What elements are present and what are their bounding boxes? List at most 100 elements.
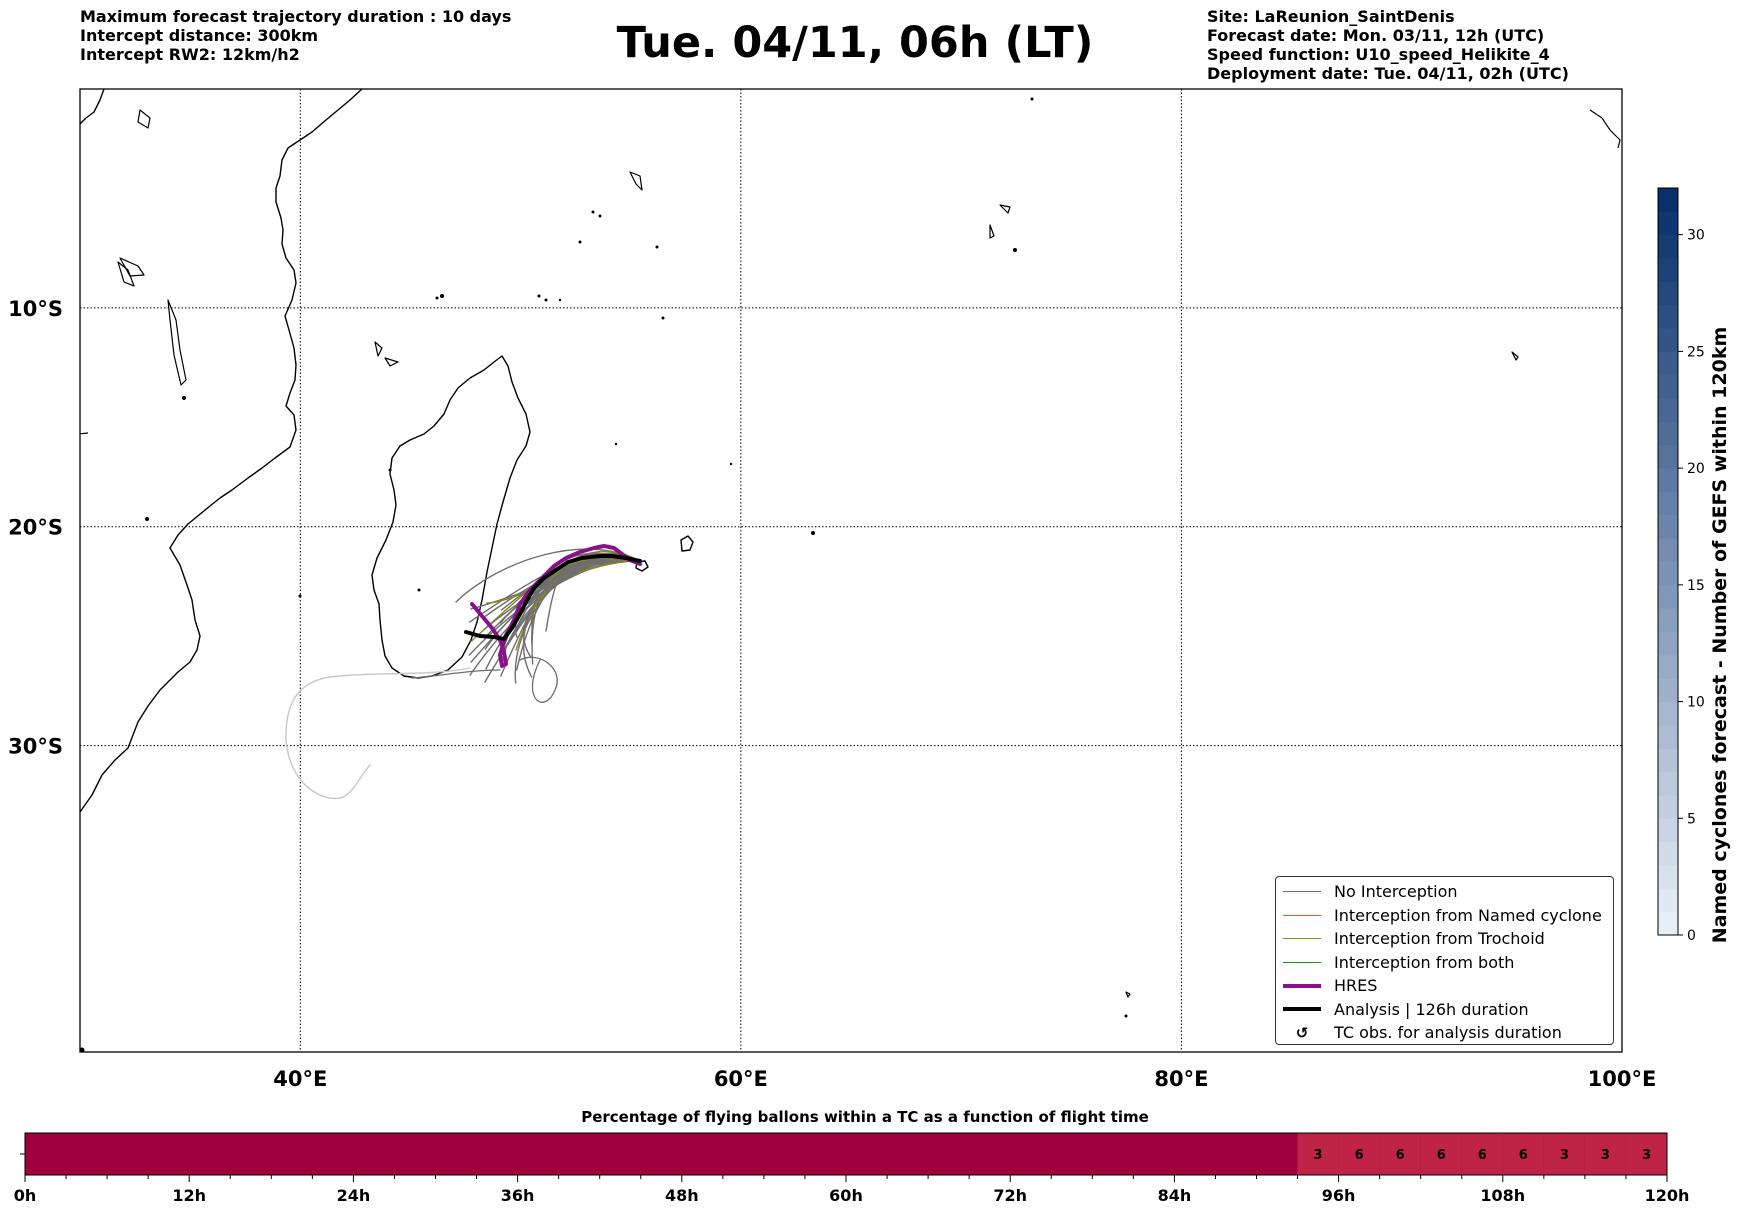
timeline-cell (1379, 1133, 1421, 1175)
long-track (285, 667, 471, 800)
timeline-tick-label: 48h (665, 1186, 699, 1205)
legend-entry: HRES (1276, 974, 1613, 998)
colorbar-segment (1658, 748, 1678, 773)
ensemble-track (523, 559, 641, 658)
legend-label: Analysis | 126h duration (1334, 999, 1529, 1019)
timeline-cell-value: 6 (1437, 1148, 1446, 1163)
timeline-cell-value: 3 (1560, 1148, 1569, 1163)
colorbar-segment (1658, 234, 1678, 259)
lon-tick-label: 40°E (273, 1067, 327, 1091)
legend-swatch-box (1282, 961, 1322, 963)
header-left: Maximum forecast trajectory duration : 1… (80, 7, 511, 64)
map-tick-labels: 40°E 60°E 80°E 100°E 10°S 20°S 30°S (8, 297, 1656, 1091)
colorbar-segment (1658, 211, 1678, 236)
timeline-cell (1502, 1133, 1544, 1175)
colorbar-segment (1658, 304, 1678, 329)
colorbar-tick-label: 15 (1687, 578, 1705, 594)
colorbar-segment (1658, 374, 1678, 399)
colorbar-segment (1658, 258, 1678, 282)
timeline-cell-value: 3 (1642, 1148, 1651, 1163)
header-deployment-date: Deployment date: Tue. 04/11, 02h (UTC) (1207, 64, 1569, 83)
timeline-tick-label: 60h (829, 1186, 863, 1205)
legend-entry: Interception from Named cyclone (1276, 904, 1613, 928)
legend-swatch-box (1282, 938, 1322, 940)
header-site: Site: LaReunion_SaintDenis (1207, 7, 1455, 26)
timeline-cell (1461, 1133, 1503, 1175)
legend-label: Interception from both (1334, 952, 1515, 972)
gridlines (80, 89, 1622, 1052)
timeline-cell (1338, 1133, 1380, 1175)
colorbar-segment (1658, 328, 1678, 352)
ensemble-track (519, 656, 558, 703)
colorbar-tick-label: 20 (1687, 461, 1705, 477)
analysis-track (464, 554, 642, 641)
timeline-bar: 3 6 6 6 6 6 3 3 3 0h 12h 24h 36h 48h 60h 72h 84h 96h 108h 1… (14, 1132, 1689, 1205)
colorbar-segment (1658, 398, 1678, 422)
timeline-cell-value: 3 (1314, 1148, 1323, 1163)
legend-swatch-box (1282, 983, 1322, 988)
header-max-duration: Maximum forecast trajectory duration : 1… (80, 7, 512, 26)
header-forecast-date: Forecast date: Mon. 03/11, 12h (UTC) (1207, 26, 1545, 45)
legend-entry: Interception from Trochoid (1276, 927, 1613, 951)
colorbar-segment (1658, 794, 1678, 819)
colorbar-segment (1658, 584, 1678, 609)
legend-entry: Analysis | 126h duration (1276, 998, 1613, 1022)
colorbar-segment (1658, 491, 1678, 516)
legend-entry: No Interception (1276, 880, 1613, 904)
colorbar-segment (1658, 421, 1678, 446)
timeline-cell (1625, 1133, 1667, 1175)
lon-tick-label: 80°E (1154, 1067, 1208, 1091)
colorbar-segment (1658, 654, 1678, 679)
legend-label: No Interception (1334, 882, 1458, 902)
timeline-tick-label: 108h (1480, 1186, 1525, 1205)
timeline-cell (1297, 1133, 1339, 1175)
colorbar-segment (1658, 724, 1678, 749)
colorbar-tick-label: 30 (1687, 228, 1705, 244)
map-legend: No Interception Interception from Named c… (1275, 876, 1614, 1045)
colorbar-segment (1658, 281, 1678, 306)
colorbar-segment (1658, 538, 1678, 562)
legend-entry: ↺ TC obs. for analysis duration (1276, 1021, 1613, 1045)
legend-swatch-box: ↺ (1282, 1024, 1322, 1042)
lon-tick-label: 100°E (1588, 1067, 1657, 1091)
colorbar-segment (1658, 911, 1678, 936)
timeline-tick-label: 72h (993, 1186, 1027, 1205)
legend-label: TC obs. for analysis duration (1334, 1023, 1562, 1043)
tc-obs-icon: ↺ (1295, 1023, 1309, 1042)
coastline-madagascar (371, 355, 531, 679)
lat-tick-label: 30°S (8, 735, 63, 759)
lat-tick-label: 20°S (8, 516, 63, 540)
colorbar-segment (1658, 818, 1678, 843)
colorbar-segment (1658, 701, 1678, 726)
legend-label: HRES (1334, 976, 1378, 996)
legend-swatch (1283, 938, 1321, 940)
legend-swatch-box (1282, 891, 1322, 893)
colorbar-segment (1658, 678, 1678, 703)
colorbar-tick-label: 25 (1687, 344, 1705, 360)
colorbar-segment (1658, 188, 1678, 212)
lon-tick-label: 60°E (714, 1067, 768, 1091)
colorbar-segment (1658, 514, 1678, 539)
header-speed-function: Speed function: U10_speed_Helikite_4 (1207, 45, 1550, 64)
timeline-title: Percentage of flying ballons within a TC… (581, 1108, 1149, 1126)
main-tracks (464, 544, 642, 668)
ensemble-track (411, 669, 501, 679)
colorbar-segment (1658, 444, 1678, 469)
timeline-cell-value: 6 (1478, 1148, 1487, 1163)
colorbar-segment (1658, 468, 1678, 492)
colorbar-segment (1658, 351, 1678, 376)
colorbar-segment (1658, 864, 1678, 889)
ensemble-track (531, 558, 641, 665)
timeline-cell (1420, 1133, 1462, 1175)
timeline-cell-value: 6 (1355, 1148, 1364, 1163)
legend-swatch (1283, 1007, 1321, 1012)
timeline-cell-value: 6 (1519, 1148, 1528, 1163)
timeline-tick-label: 0h (14, 1186, 37, 1205)
map-frame (79, 88, 1623, 1053)
page-title: Tue. 04/11, 06h (LT) (616, 18, 1094, 68)
colorbar-tick-label: 10 (1687, 695, 1705, 711)
timeline-tick-label: 24h (337, 1186, 371, 1205)
coastline-north (80, 89, 105, 125)
colorbar-segment (1658, 841, 1678, 866)
